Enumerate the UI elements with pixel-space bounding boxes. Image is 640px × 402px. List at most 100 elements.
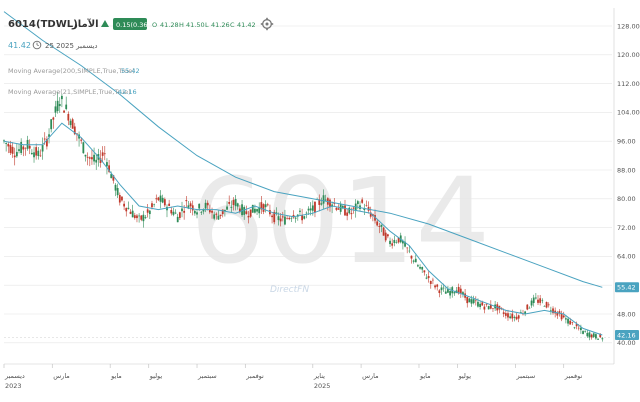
candle-body [517,315,520,319]
candle-body [444,291,447,294]
candle-body [303,216,306,219]
candle-body [204,202,207,209]
svg-text:41.50: 41.50 [186,21,205,29]
candle-body [284,216,286,225]
candle-body [286,218,288,219]
candle-body [178,212,181,218]
candle-body [305,212,308,214]
candle-body [299,210,301,212]
candle-body [256,209,258,212]
candle-body [419,267,421,269]
candle-body [519,312,522,313]
candle-body [573,327,576,329]
candle-body [376,221,379,226]
candle-body [507,313,509,318]
candle-body [597,338,599,340]
candle-body [140,215,143,220]
candle-body [580,327,582,331]
candle-body [174,212,177,214]
candle-body [595,334,597,339]
candle-body [410,255,413,259]
candle-body [389,240,391,245]
company-name: الآمار [71,18,99,30]
candle-body [309,208,312,211]
candle-body [206,202,209,206]
y-axis: 128.00 120.00 112.00 104.00 96.00 88.00 80.00 7… [613,8,640,364]
candle-body [361,199,364,203]
candle-body [462,292,464,295]
candle-body [24,147,27,149]
candle-body [532,297,535,304]
moving-average-layer [3,11,603,336]
candle-body [73,126,76,135]
candle-body [176,216,179,223]
candle-body [30,152,33,155]
candle-body [333,203,336,204]
candle-body [466,296,469,304]
y-tick-label: 88.00 [617,166,636,174]
candle-body [547,304,550,306]
candles-layer [3,92,604,342]
candle-body [3,140,5,142]
candle-body [185,200,188,202]
candle-body [129,211,132,214]
candle-body [294,217,297,219]
candle-body [459,288,462,294]
candle-body [564,318,567,320]
candle-body [337,208,340,210]
candle-body [404,241,406,247]
candle-body [477,301,479,307]
candle-body [208,209,211,213]
price-badge [615,330,639,341]
candle-body [408,250,411,252]
candle-body [82,142,85,154]
candle-body [380,224,383,227]
svg-text:41.28: 41.28 [160,21,179,29]
y-tick-label: 120.00 [617,51,640,59]
candle-body [378,226,381,227]
gear-icon[interactable] [260,17,274,31]
candle-body [136,215,138,219]
candle-body [251,204,254,213]
candle-body [481,302,484,306]
candle-body [509,316,512,319]
candle-body [504,313,507,316]
candle-body [258,207,261,214]
candle-body [348,207,351,214]
symbol-watermark: 6014 [190,152,490,290]
candle-body [307,208,310,211]
change-badge-text: 0.15(0.36) [116,21,150,29]
candle-body [56,100,59,112]
candle-body [69,120,72,126]
x-tick-label: يوليو [458,372,472,380]
candle-body [196,212,198,215]
candle-body [58,104,61,107]
candle-body [138,215,141,217]
candle-body [84,154,87,157]
candle-body [37,150,40,157]
candle-body [61,95,63,100]
candle-body [382,227,385,236]
candle-body [423,270,426,273]
chart-date: 25 2025 ديسمبر [45,42,98,50]
candle-body [260,202,263,210]
last-price: 41.42 [8,41,31,50]
candle-body [110,174,113,179]
candle-body [543,306,546,307]
candle-body [346,212,349,216]
candle-body [577,327,580,329]
candle-body [479,303,482,307]
y-tick-label: 112.00 [617,80,640,88]
candle-body [172,211,175,215]
candle-body [166,206,168,211]
y-tick-label: 64.00 [617,253,636,261]
candle-body [483,306,486,310]
candle-body [200,211,203,213]
candle-body [271,215,273,218]
y-tick-label: 72.00 [617,224,636,232]
candle-body [575,324,578,327]
candle-body [281,216,284,218]
candle-body [401,241,404,244]
price-badge [615,282,639,293]
